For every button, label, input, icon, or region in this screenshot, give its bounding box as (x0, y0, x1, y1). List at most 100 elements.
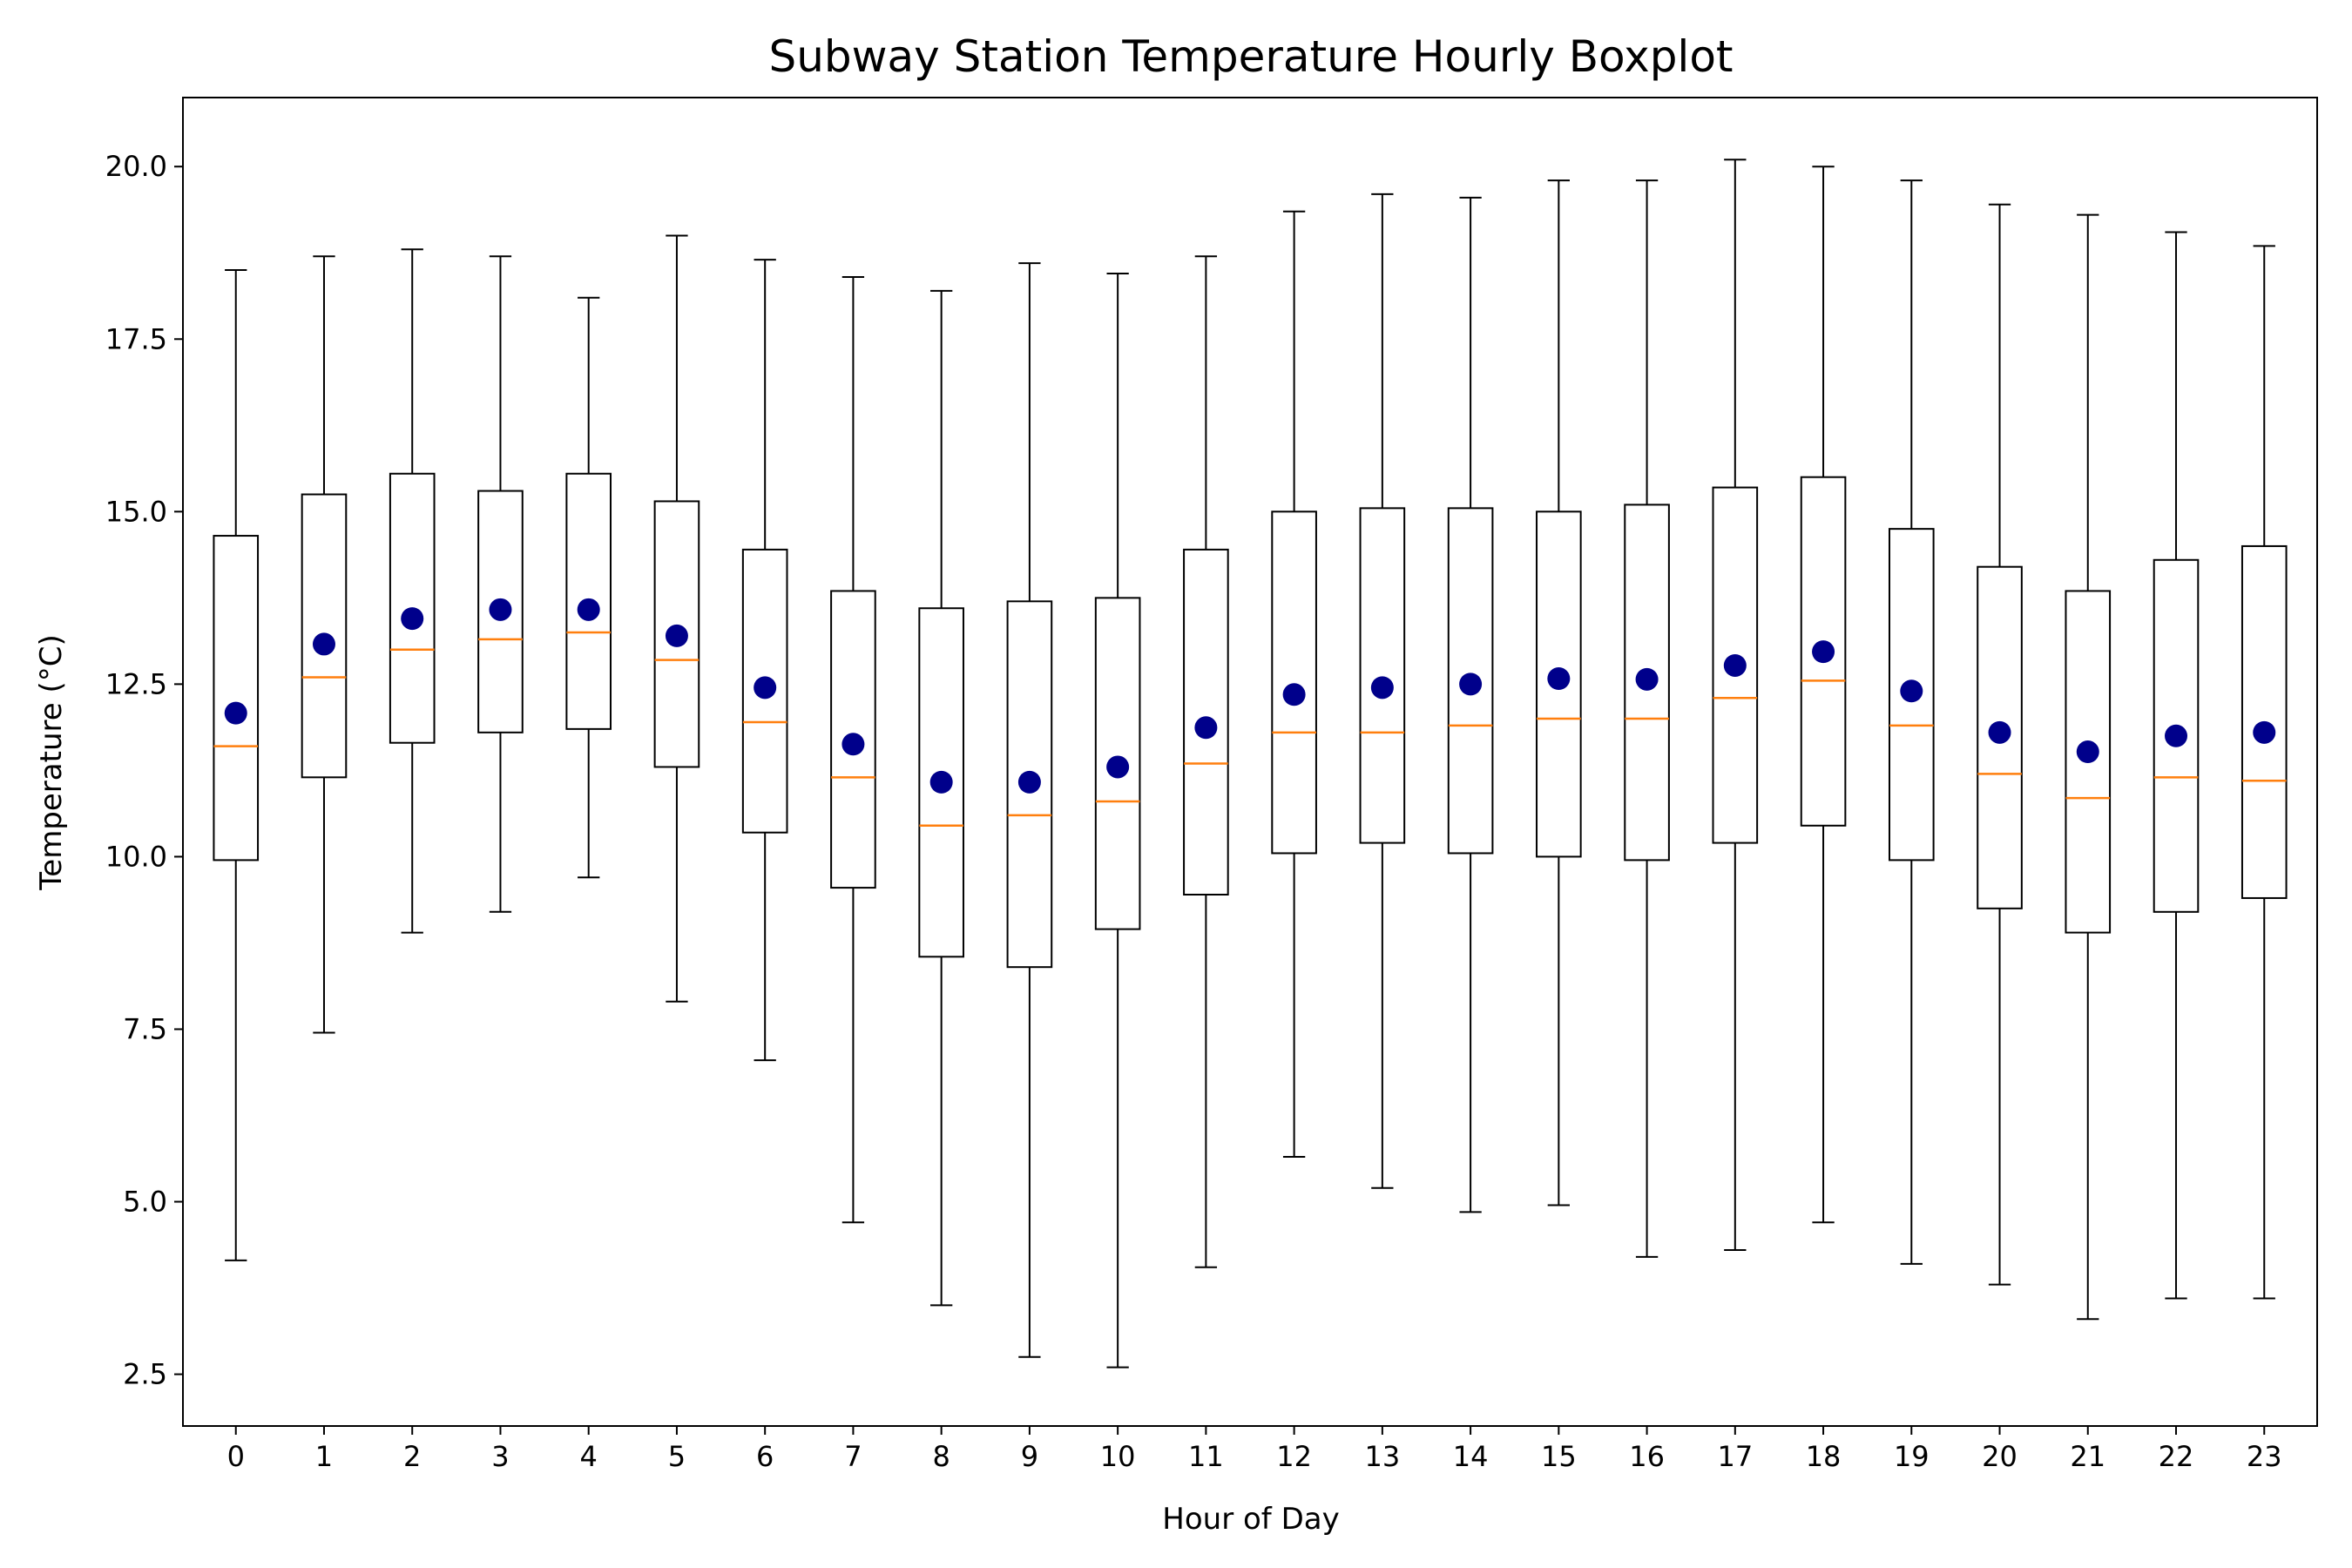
mean-point (489, 598, 512, 621)
box (1359, 507, 1406, 844)
box-group-5 (653, 234, 700, 1003)
mean-point (2165, 724, 2188, 747)
box-group-23 (2240, 245, 2288, 1300)
x-tick-label: 20 (1982, 1440, 2017, 1473)
x-tick-label: 23 (2247, 1440, 2282, 1473)
box (1624, 504, 1670, 862)
box (1094, 597, 1141, 930)
mean-point (1635, 667, 1659, 691)
box (213, 535, 260, 862)
x-tick-label: 5 (668, 1440, 686, 1473)
box-group-4 (565, 296, 612, 879)
mean-point (929, 770, 953, 794)
x-tick-label: 10 (1100, 1440, 1136, 1473)
mean-point (1988, 720, 2011, 744)
x-tick-label: 0 (227, 1440, 245, 1473)
x-tick-label: 22 (2159, 1440, 2194, 1473)
x-tick-label: 8 (932, 1440, 950, 1473)
y-tick-label: 12.5 (105, 667, 167, 700)
box-group-18 (1800, 166, 1847, 1224)
box (301, 493, 348, 779)
mean-point (754, 676, 777, 700)
box-group-2 (389, 248, 436, 934)
box (565, 472, 612, 730)
y-tick-label: 15.0 (105, 495, 167, 528)
box (830, 590, 876, 889)
x-tick-label: 13 (1365, 1440, 1401, 1473)
plot-frame (182, 97, 2318, 1427)
x-tick-label: 19 (1894, 1440, 1930, 1473)
box-group-17 (1712, 159, 1759, 1251)
box-group-16 (1624, 179, 1670, 1258)
mean-point (1812, 640, 1835, 664)
mean-point (224, 701, 247, 725)
x-tick-label: 15 (1541, 1440, 1577, 1473)
box-group-20 (1977, 203, 2023, 1286)
y-axis-label: Temperature (°C) (34, 634, 69, 890)
mean-point (1282, 683, 1306, 706)
mean-point (401, 607, 424, 631)
y-tick-label: 2.5 (123, 1358, 167, 1391)
x-tick-label: 9 (1021, 1440, 1038, 1473)
box-group-19 (1888, 179, 1935, 1265)
mean-point (1547, 667, 1571, 691)
y-tick-label: 20.0 (105, 150, 167, 183)
box-group-11 (1183, 255, 1229, 1268)
x-tick-label: 21 (2070, 1440, 2105, 1473)
x-tick-label: 14 (1453, 1440, 1489, 1473)
box (918, 607, 964, 958)
box-group-22 (2153, 231, 2200, 1300)
x-tick-label: 16 (1629, 1440, 1665, 1473)
box-group-9 (1006, 262, 1053, 1358)
mean-point (577, 598, 600, 621)
box-group-3 (477, 255, 524, 913)
x-tick-label: 3 (491, 1440, 509, 1473)
box (2153, 558, 2200, 913)
mean-point (1459, 672, 1483, 696)
plot-marks (213, 159, 2288, 1369)
box (653, 500, 700, 768)
box-group-8 (918, 289, 964, 1307)
mean-point (1900, 679, 1923, 703)
box-group-14 (1447, 196, 1494, 1213)
x-tick-label: 11 (1188, 1440, 1224, 1473)
box (1183, 548, 1229, 896)
box (741, 548, 788, 834)
x-tick-label: 2 (403, 1440, 421, 1473)
box (1800, 476, 1847, 827)
x-tick-label: 17 (1717, 1440, 1753, 1473)
y-tick-label: 17.5 (105, 322, 167, 355)
box (1888, 528, 1935, 862)
mean-point (312, 632, 335, 656)
box-group-10 (1094, 273, 1141, 1369)
chart-title: Subway Station Temperature Hourly Boxplo… (768, 31, 1733, 82)
x-tick-label: 4 (580, 1440, 598, 1473)
box (1712, 486, 1759, 844)
box-group-13 (1359, 193, 1406, 1189)
x-tick-label: 1 (315, 1440, 333, 1473)
box (1536, 510, 1582, 858)
x-tick-label: 12 (1276, 1440, 1312, 1473)
box-group-0 (213, 269, 260, 1261)
x-axis-label: Hour of Day (1162, 1502, 1339, 1537)
mean-point (2076, 740, 2099, 764)
y-tick-label: 10.0 (105, 840, 167, 873)
mean-point (2253, 720, 2276, 744)
box-group-21 (2065, 213, 2112, 1321)
box-group-7 (830, 275, 876, 1224)
mean-point (1106, 755, 1130, 779)
box (2065, 590, 2112, 934)
x-tick-label: 6 (756, 1440, 774, 1473)
box (1271, 510, 1317, 855)
mean-point (1723, 653, 1747, 677)
box (477, 490, 524, 733)
mean-point (1370, 676, 1394, 700)
y-axis-ticks: 2.5 5.0 7.5 10.0 12.5 15.0 17.5 20.0 (105, 150, 183, 1391)
mean-point (841, 733, 865, 756)
box (1977, 565, 2023, 909)
box-group-1 (301, 255, 348, 1034)
mean-point (1194, 716, 1218, 740)
y-tick-label: 5.0 (123, 1186, 167, 1219)
